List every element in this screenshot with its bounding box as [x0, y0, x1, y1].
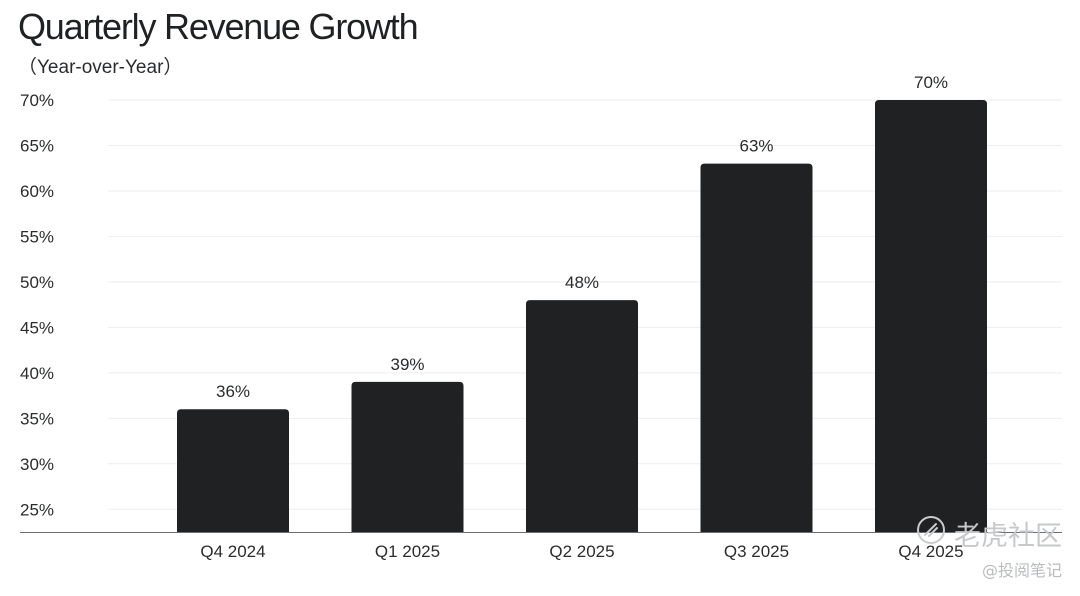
y-tick-label: 25%	[20, 500, 54, 519]
y-tick-label: 55%	[20, 227, 54, 246]
tiger-paw-icon	[916, 515, 946, 552]
bar-value-label: 48%	[565, 273, 599, 292]
y-axis: 25% 30% 35% 40% 45% 50% 55% 60% 65% 70%	[20, 91, 54, 519]
x-tick-label: Q4 2024	[200, 542, 265, 561]
bars	[177, 100, 987, 533]
data-labels: 36% 39% 48% 63% 70%	[216, 73, 948, 401]
y-tick-label: 40%	[20, 364, 54, 383]
bar	[700, 163, 813, 533]
y-tick-label: 45%	[20, 318, 54, 337]
chart-title: Quarterly Revenue Growth	[18, 6, 419, 47]
x-axis: Q4 2024 Q1 2025 Q2 2025 Q3 2025 Q4 2025	[20, 532, 1062, 561]
bar	[177, 409, 289, 532]
y-tick-label: 35%	[20, 409, 54, 428]
y-tick-label: 60%	[20, 182, 54, 201]
x-tick-label: Q2 2025	[549, 542, 614, 561]
bar	[351, 381, 464, 532]
bar-value-label: 70%	[914, 73, 948, 92]
bar-value-label: 63%	[739, 137, 773, 156]
watermark: 老虎社区 @投阅笔记	[916, 514, 1062, 581]
x-tick-label: Q3 2025	[724, 542, 789, 561]
y-tick-label: 65%	[20, 136, 54, 155]
y-tick-label: 50%	[20, 273, 54, 292]
bar	[526, 300, 638, 532]
watermark-sub-text: @投阅笔记	[981, 561, 1062, 580]
bar-value-label: 36%	[216, 382, 250, 401]
y-tick-label: 30%	[20, 455, 54, 474]
chart-subtitle: （Year-over-Year）	[18, 57, 183, 78]
x-tick-label: Q4 2025	[898, 542, 963, 561]
x-tick-label: Q1 2025	[375, 542, 440, 561]
bar-value-label: 39%	[390, 355, 424, 374]
y-tick-label: 70%	[20, 91, 54, 110]
bar	[875, 100, 987, 532]
watermark-main-text: 老虎社区	[954, 521, 1062, 552]
